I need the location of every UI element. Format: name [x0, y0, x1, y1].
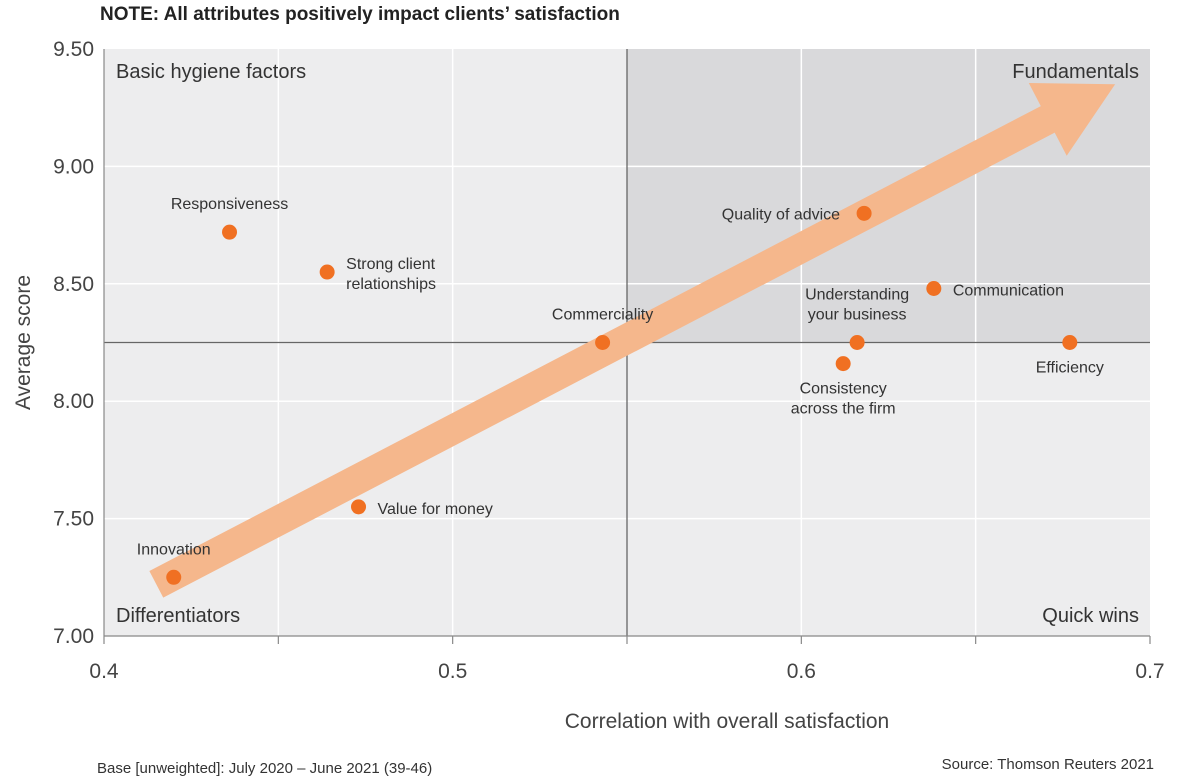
data-point: [319, 264, 335, 280]
y-tick-label: 9.00: [53, 155, 94, 178]
trend-arrow-shape: [149, 83, 1116, 598]
point-label: Value for money: [378, 501, 493, 518]
quadrant-labels: Basic hygiene factors Fundamentals Differe…: [116, 61, 1139, 627]
point-label-line: your business: [808, 307, 907, 324]
trend-arrow: [149, 83, 1116, 598]
point-label-line: Quality of advice: [722, 206, 840, 223]
point-label-line: across the firm: [791, 401, 896, 418]
data-points: [166, 205, 1078, 585]
data-point: [926, 280, 942, 296]
x-tick-label: 0.6: [787, 660, 816, 683]
data-point: [351, 499, 367, 515]
quadrant-label-top-right: Fundamentals: [1012, 61, 1139, 83]
point-label-line: Strong client: [346, 256, 435, 273]
point-label-line: relationships: [346, 276, 436, 293]
point-label: Responsiveness: [171, 196, 288, 213]
data-point: [222, 224, 238, 240]
point-label-line: Efficiency: [1036, 360, 1104, 377]
point-label-line: Communication: [953, 282, 1064, 299]
y-tick-label: 7.00: [53, 625, 94, 648]
x-tick-label: 0.5: [438, 660, 467, 683]
point-label: Innovation: [137, 541, 211, 558]
quadrant-label-top-left: Basic hygiene factors: [116, 61, 306, 83]
data-point: [849, 335, 865, 350]
data-point: [166, 569, 182, 585]
y-tick-label: 8.00: [53, 390, 94, 413]
data-point: [1062, 335, 1078, 350]
y-axis-title: Average score: [12, 275, 35, 410]
y-tick-label: 9.50: [53, 38, 94, 61]
quadrant-label-bottom-left: Differentiators: [116, 605, 240, 627]
y-tick-label: 7.50: [53, 508, 94, 531]
trend-arrow-group: [149, 83, 1116, 598]
point-label-line: Understanding: [805, 287, 909, 304]
point-labels: Responsiveness Strong client relationships…: [137, 196, 1104, 558]
point-label-line: Consistency: [800, 381, 887, 398]
data-point: [595, 335, 611, 350]
source-note: Source: Thomson Reuters 2021: [941, 756, 1154, 773]
point-label: Efficiency: [1036, 360, 1104, 377]
data-point: [835, 356, 851, 372]
point-label: Understanding your business: [805, 287, 909, 324]
chart-note: NOTE: All attributes positively impact c…: [100, 4, 620, 25]
base-note: Base [unweighted]: July 2020 – June 2021…: [97, 760, 433, 777]
data-point: [856, 205, 872, 221]
x-tick-label: 0.7: [1135, 660, 1164, 683]
y-tick-label: 8.50: [53, 273, 94, 296]
point-label: Consistency across the firm: [791, 381, 896, 418]
point-label-line: Commerciality: [552, 307, 653, 324]
point-label: Strong client relationships: [346, 256, 436, 293]
point-label-line: Responsiveness: [171, 196, 288, 213]
point-label: Commerciality: [552, 307, 653, 324]
point-label: Quality of advice: [722, 206, 840, 223]
x-axis-title: Correlation with overall satisfaction: [565, 710, 889, 733]
point-label: Communication: [953, 282, 1064, 299]
point-label-line: Value for money: [378, 501, 493, 518]
x-tick-label: 0.4: [89, 660, 119, 683]
point-label-line: Innovation: [137, 541, 211, 558]
quadrant-label-bottom-right: Quick wins: [1042, 605, 1139, 627]
axes: 0.4 0.5 0.6 0.7 7.00 7.50 8.00 8.50 9.00 9.50 Corr…: [12, 38, 1165, 733]
